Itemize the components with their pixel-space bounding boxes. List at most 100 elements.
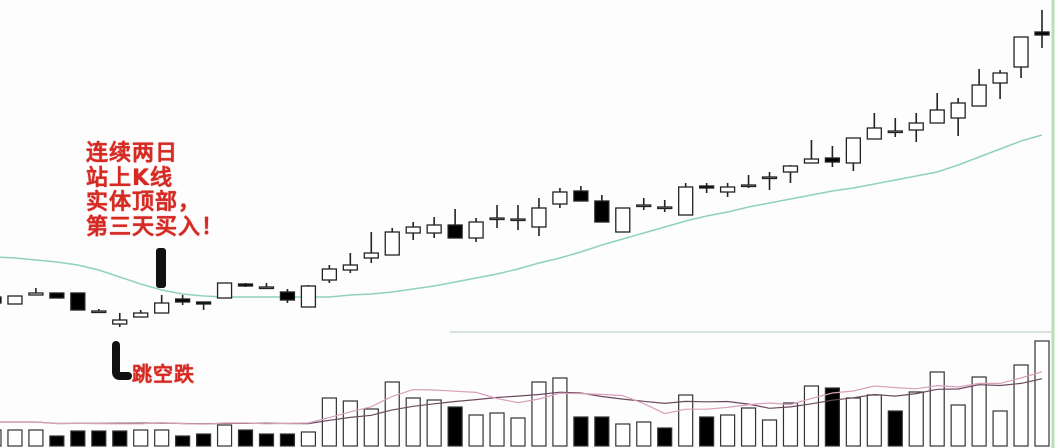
candle xyxy=(237,283,254,287)
candle xyxy=(258,283,275,290)
volume-bar xyxy=(615,423,631,447)
candle xyxy=(154,295,170,314)
annotation-line: 站上K线 xyxy=(86,165,174,191)
candle xyxy=(342,253,358,273)
candle xyxy=(678,183,694,216)
candle-body xyxy=(363,252,379,259)
volume-bar xyxy=(342,400,358,447)
volume-bar xyxy=(887,410,903,447)
volume-bar xyxy=(1034,340,1050,447)
candle-body xyxy=(426,224,442,234)
candle-body xyxy=(112,319,128,325)
volume-bar xyxy=(49,435,65,447)
volume-bar xyxy=(929,371,945,447)
volume-bar xyxy=(510,417,526,447)
candle-body xyxy=(845,137,862,164)
volume-bar xyxy=(7,429,23,447)
candle xyxy=(636,198,652,210)
candle-body xyxy=(887,130,903,134)
candle xyxy=(112,313,128,327)
candle-body xyxy=(91,310,107,314)
volume-bar xyxy=(594,416,610,447)
candle-body xyxy=(761,176,778,180)
volume-bar xyxy=(447,406,463,447)
candle xyxy=(1034,10,1050,48)
candle-body xyxy=(279,291,296,301)
candle-body xyxy=(594,200,610,223)
candle-body xyxy=(615,207,631,233)
candle xyxy=(740,175,757,188)
candle xyxy=(845,137,862,171)
candle-body xyxy=(1034,31,1050,36)
candle-body xyxy=(49,292,65,299)
volume-bar xyxy=(175,435,191,447)
moving-average-line xyxy=(0,134,1043,298)
candle-body xyxy=(258,286,275,290)
candle xyxy=(552,188,568,208)
candles-layer xyxy=(0,10,1050,327)
marker-bar-signal xyxy=(156,248,166,288)
volume-bar xyxy=(0,429,2,447)
candle xyxy=(615,207,631,233)
candle-body xyxy=(719,186,736,193)
candle-body xyxy=(489,217,505,221)
candle-body xyxy=(70,292,86,311)
candle xyxy=(594,195,610,223)
volume-bar xyxy=(321,397,337,447)
candle-body xyxy=(866,127,882,140)
candle xyxy=(321,265,338,283)
volume-bar xyxy=(237,429,254,447)
volume-bar xyxy=(133,429,149,447)
candle xyxy=(91,309,107,314)
volume-bar xyxy=(300,431,316,447)
candle xyxy=(426,217,442,238)
annotation-line: 连续两日 xyxy=(86,141,179,166)
candle-body xyxy=(992,72,1008,84)
candle xyxy=(405,222,421,240)
volume-bar xyxy=(761,419,778,447)
candle-body xyxy=(342,264,358,271)
candle xyxy=(195,301,212,310)
candle xyxy=(0,296,2,304)
volume-bar xyxy=(489,412,505,447)
candle-body xyxy=(782,165,799,173)
volume-bar xyxy=(678,394,694,447)
candle-body xyxy=(28,292,44,296)
candle xyxy=(279,289,296,303)
candle-body xyxy=(510,218,526,222)
volume-ma-line xyxy=(0,371,1043,425)
volume-bar xyxy=(782,402,799,447)
candle-body xyxy=(216,282,233,299)
volume-bar xyxy=(1013,364,1029,447)
candle xyxy=(174,295,191,305)
candle xyxy=(363,232,379,263)
candle xyxy=(28,288,44,296)
candle xyxy=(950,98,966,136)
volume-bar xyxy=(279,433,296,447)
annotation-line: 实体顶部， xyxy=(86,190,202,215)
candle-body xyxy=(174,298,191,303)
candle-body xyxy=(636,204,652,208)
candle xyxy=(992,70,1008,99)
candle xyxy=(1013,36,1029,78)
candle xyxy=(300,285,317,308)
candle xyxy=(7,295,23,305)
candle-body xyxy=(698,185,715,189)
candle-body xyxy=(657,206,673,210)
marker-bar-gap xyxy=(112,341,132,380)
candle-body xyxy=(929,109,945,124)
candle-body xyxy=(154,302,170,314)
volume-bar xyxy=(971,376,987,447)
candle-body xyxy=(384,231,400,256)
volume-bar xyxy=(552,377,568,447)
volume-bar xyxy=(740,407,757,447)
volume-bar xyxy=(803,385,820,447)
candle xyxy=(489,205,505,228)
volume-bar xyxy=(866,394,882,447)
volume-bar xyxy=(845,397,861,447)
volume-bar xyxy=(699,416,715,447)
candle-body xyxy=(971,84,987,107)
candle-body xyxy=(824,157,841,163)
volume-bar xyxy=(216,424,233,447)
candle-body xyxy=(0,296,2,304)
